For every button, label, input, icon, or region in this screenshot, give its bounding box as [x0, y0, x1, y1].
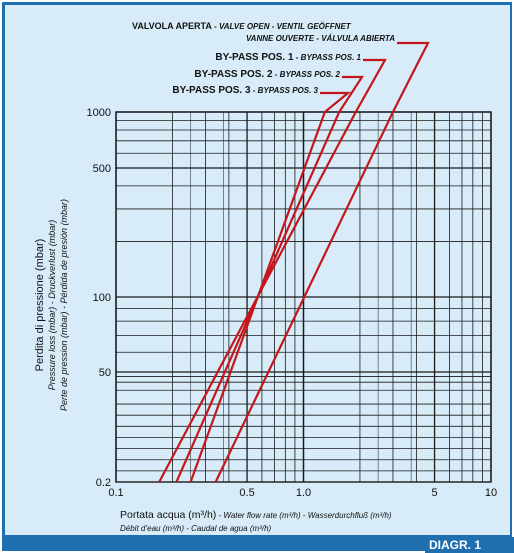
x-axis-title: Portata acqua (m³/h) - Water flow rate (…: [120, 509, 392, 521]
series-line: [158, 58, 387, 483]
pressure-loss-chart: 0.1 0.5 1.0 5 10 0.2 50 100 500 1000 VALVOLA APER…: [34, 21, 498, 533]
y-axis-title-translations-2: Perte de pression (mbar) - Pérdida de pr…: [59, 199, 69, 411]
x-tick-label: 10: [485, 487, 497, 499]
diagram-badge: DIAGR. 1: [425, 537, 514, 553]
series-line: [175, 75, 365, 483]
legend-bypass-3: BY-PASS POS. 3 - BYPASS POS. 3: [172, 85, 318, 96]
y-axis-title-translations-1: Pressure loss (mbar) - Druckverlust (mba…: [47, 220, 57, 391]
series-line: [214, 41, 430, 483]
chart-panel: 0.1 0.5 1.0 5 10 0.2 50 100 500 1000 VALVOLA APER…: [5, 5, 510, 535]
chart-series: [158, 41, 430, 483]
x-tick-label: 0.5: [239, 487, 254, 499]
y-axis-title: Perdita di pressione (mbar): [34, 239, 46, 372]
x-tick-label: 1.0: [296, 487, 311, 499]
y-tick-label: 100: [93, 292, 111, 304]
series-line: [189, 91, 352, 483]
legend-valve-open-line2: VANNE OUVERTE - VÁLVULA ABIERTA: [246, 34, 395, 43]
legend-bypass-2: BY-PASS POS. 2 - BYPASS POS. 2: [194, 69, 340, 80]
chart-legend: VALVOLA APERTA - VALVE OPEN - VENTIL GEÖ…: [132, 21, 395, 96]
y-tick-label: 500: [93, 163, 111, 175]
y-tick-label: 50: [99, 367, 111, 379]
legend-bypass-1: BY-PASS POS. 1 - BYPASS POS. 1: [215, 52, 361, 63]
chart-ticks: 0.1 0.5 1.0 5 10 0.2 50 100 500 1000: [87, 107, 498, 499]
y-tick-label: 0.2: [96, 477, 111, 489]
x-axis-title-translations: Débit d’eau (m³/h) - Caudal de agua (m³/…: [120, 524, 272, 533]
x-tick-label: 0.1: [108, 487, 123, 499]
y-axis-label-group: Perdita di pressione (mbar) Pressure los…: [34, 199, 69, 411]
legend-valve-open: VALVOLA APERTA - VALVE OPEN - VENTIL GEÖ…: [132, 21, 352, 31]
y-tick-label: 1000: [87, 107, 111, 119]
x-tick-label: 5: [431, 487, 437, 499]
